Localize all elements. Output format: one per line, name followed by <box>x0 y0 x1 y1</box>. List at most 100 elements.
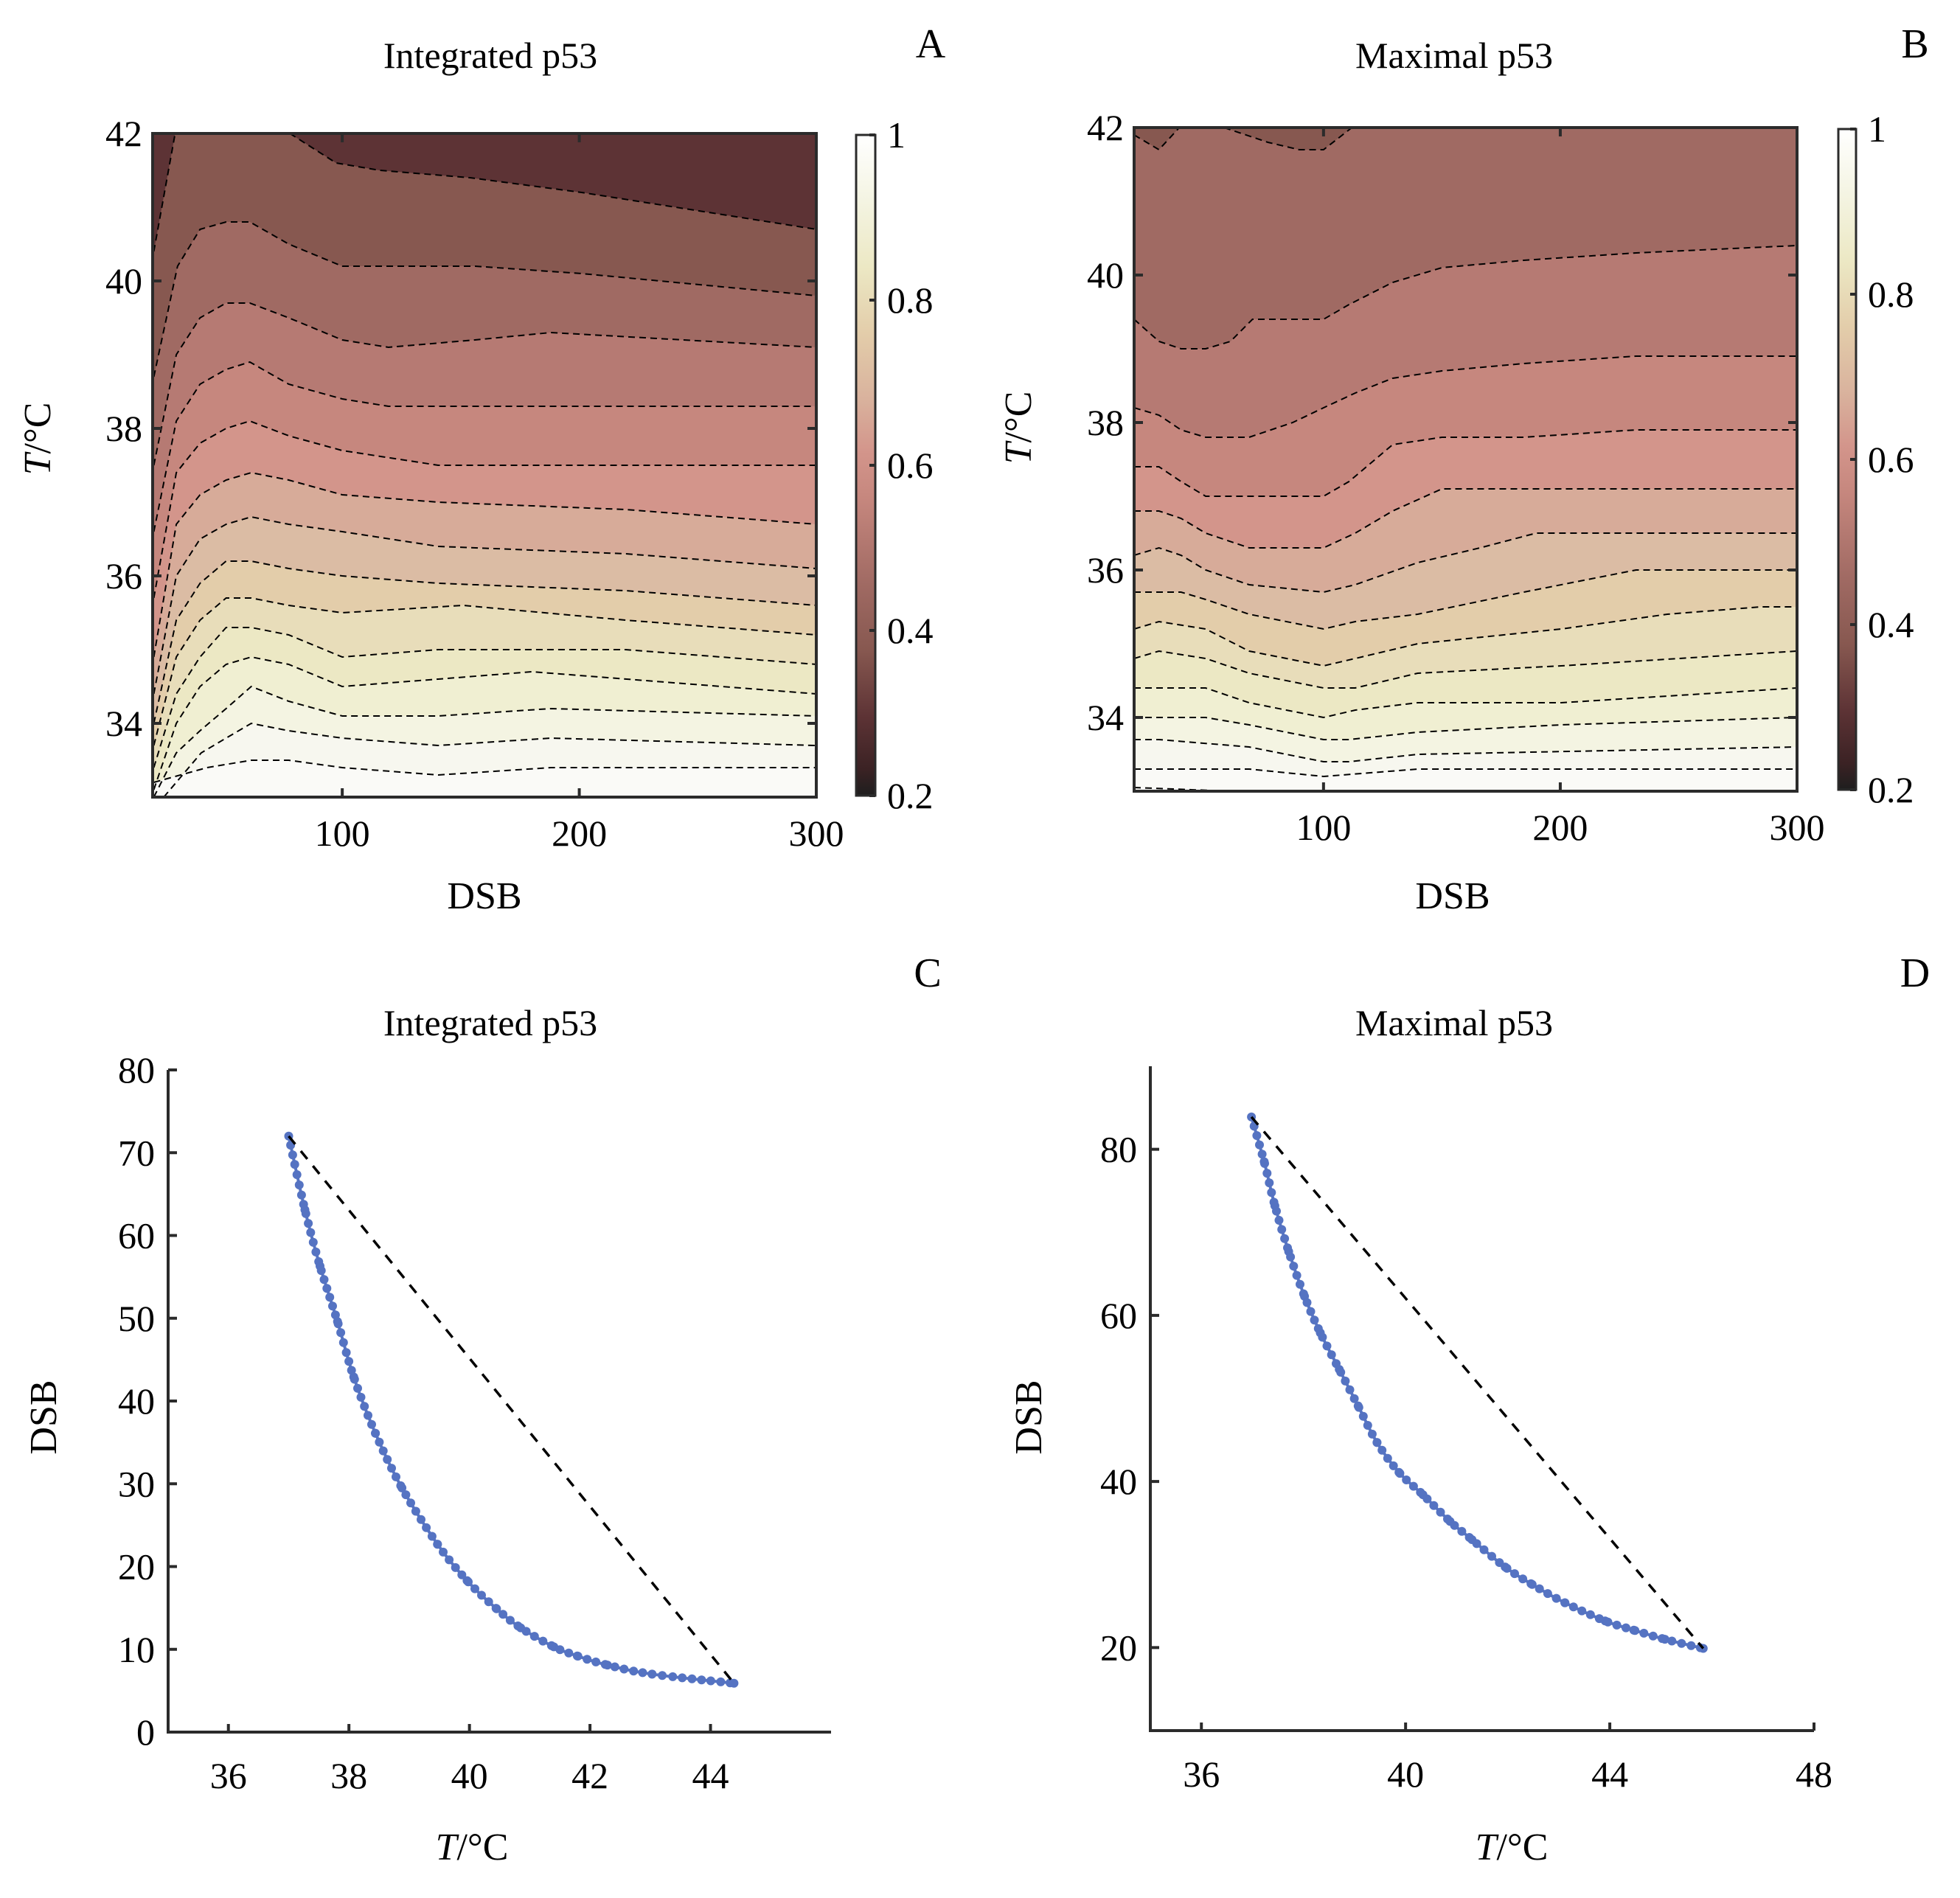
y-tick-label: 40 <box>105 260 142 302</box>
y-tick-label: 40 <box>1087 254 1124 296</box>
contour-line <box>1134 355 1797 438</box>
sample-marker <box>396 1481 406 1490</box>
sample-marker <box>1310 1315 1319 1325</box>
panel-a: Integrated p53 A 100 200 300 34 36 38 40 42 DSB… <box>17 21 946 917</box>
sample-marker <box>1443 1515 1452 1523</box>
colorbar-tick-label: 0.4 <box>1868 604 1914 645</box>
sample-marker <box>1332 1359 1341 1369</box>
contour-line <box>153 597 816 746</box>
x-tick-label: 44 <box>1591 1753 1628 1795</box>
sample-marker <box>1292 1270 1302 1280</box>
sample-marker <box>1262 1169 1272 1178</box>
contour-line <box>153 361 816 532</box>
sample-marker <box>1510 1569 1519 1579</box>
contour-line <box>1134 569 1797 630</box>
sample-marker <box>1408 1481 1418 1491</box>
sample-marker <box>422 1523 431 1532</box>
sample-marker <box>392 1472 400 1481</box>
sample-marker <box>1257 1150 1267 1159</box>
sample-marker <box>330 1310 340 1320</box>
panel-a-frame <box>151 132 818 799</box>
sample-marker <box>1487 1551 1496 1561</box>
contour-line <box>1134 245 1797 350</box>
sample-marker <box>1560 1598 1570 1607</box>
panel-b-ylabel-unit: /°C <box>998 392 1040 443</box>
sample-marker <box>1377 1445 1387 1455</box>
sample-marker <box>350 1374 359 1384</box>
contour-line <box>153 471 816 658</box>
sample-marker <box>1302 1298 1312 1307</box>
x-tick-label: 40 <box>1387 1753 1424 1795</box>
sample-marker <box>341 1348 351 1358</box>
sample-marker <box>406 1498 415 1508</box>
panel-d-xlabel-unit: /°C <box>1496 1826 1548 1869</box>
sample-marker <box>1416 1487 1425 1497</box>
sample-marker <box>610 1662 619 1672</box>
x-tick-label: 38 <box>330 1755 367 1796</box>
contour-line <box>1134 128 1181 151</box>
sample-marker <box>364 1411 372 1420</box>
x-tick-label: 100 <box>1296 807 1351 848</box>
sample-marker <box>546 1641 556 1650</box>
panel-a-ticks: 100 200 300 34 36 38 40 42 <box>105 113 844 854</box>
contour-line <box>1134 687 1797 719</box>
colorbar-tick-label: 1 <box>1868 108 1886 150</box>
x-tick-label: 48 <box>1796 1753 1832 1795</box>
sample-marker <box>1306 1307 1316 1316</box>
contour-line <box>153 515 816 695</box>
colorbar-tick-label: 0.4 <box>887 610 934 651</box>
sample-marker <box>697 1675 706 1685</box>
panel-c-xlabel-unit: /°C <box>456 1826 508 1869</box>
panel-b-ylabel-symbol: T <box>998 440 1040 464</box>
panel-b-colorbar-ticks: 0.2 0.4 0.6 0.8 1 <box>1850 108 1914 810</box>
sample-marker <box>1322 1341 1332 1351</box>
sample-marker <box>1612 1620 1622 1630</box>
sample-marker <box>336 1328 346 1338</box>
sample-marker <box>668 1672 678 1681</box>
panel-a-ylabel-symbol: T <box>17 451 59 475</box>
y-tick-label: 34 <box>105 703 142 744</box>
sample-marker <box>521 1627 531 1636</box>
y-tick-label: 42 <box>105 113 142 154</box>
sample-marker <box>678 1673 687 1683</box>
x-tick-label: 42 <box>571 1755 608 1796</box>
sample-marker <box>299 1200 308 1209</box>
sample-marker <box>314 1257 324 1266</box>
sample-marker <box>687 1674 697 1683</box>
sample-marker <box>1383 1453 1392 1463</box>
x-tick-label: 40 <box>451 1755 488 1796</box>
sample-marker <box>619 1664 629 1674</box>
sample-marker <box>1345 1385 1355 1394</box>
sample-marker <box>1585 1610 1595 1619</box>
sample-marker <box>464 1577 473 1587</box>
sample-marker <box>1686 1641 1696 1650</box>
sample-marker <box>583 1655 592 1664</box>
x-tick-label: 36 <box>210 1755 247 1796</box>
sample-marker <box>1622 1623 1630 1633</box>
sample-marker <box>294 1181 304 1189</box>
sample-marker <box>1313 1324 1323 1333</box>
y-tick-label: 50 <box>118 1298 155 1339</box>
panel-b-xlabel: DSB <box>1415 875 1490 917</box>
sample-marker <box>1594 1614 1604 1624</box>
sample-marker <box>1255 1140 1264 1150</box>
sample-marker <box>445 1555 454 1565</box>
panel-b-letter: B <box>1901 21 1928 67</box>
sample-marker <box>1327 1350 1336 1360</box>
contour-band <box>1134 769 1797 791</box>
sample-marker <box>477 1591 486 1600</box>
sample-marker <box>484 1597 493 1607</box>
sample-marker <box>1526 1579 1536 1588</box>
sample-marker <box>401 1490 411 1500</box>
contour-line <box>1134 429 1797 497</box>
sample-marker <box>353 1383 362 1393</box>
sample-marker <box>1472 1539 1481 1548</box>
sample-marker <box>1318 1332 1327 1342</box>
sample-marker <box>360 1402 369 1411</box>
sample-marker <box>1283 1243 1292 1253</box>
x-tick-label: 300 <box>1770 807 1825 848</box>
sample-marker <box>451 1562 460 1572</box>
panel-a-ylabel: T/°C <box>17 403 59 476</box>
y-tick-label: 20 <box>118 1546 155 1588</box>
